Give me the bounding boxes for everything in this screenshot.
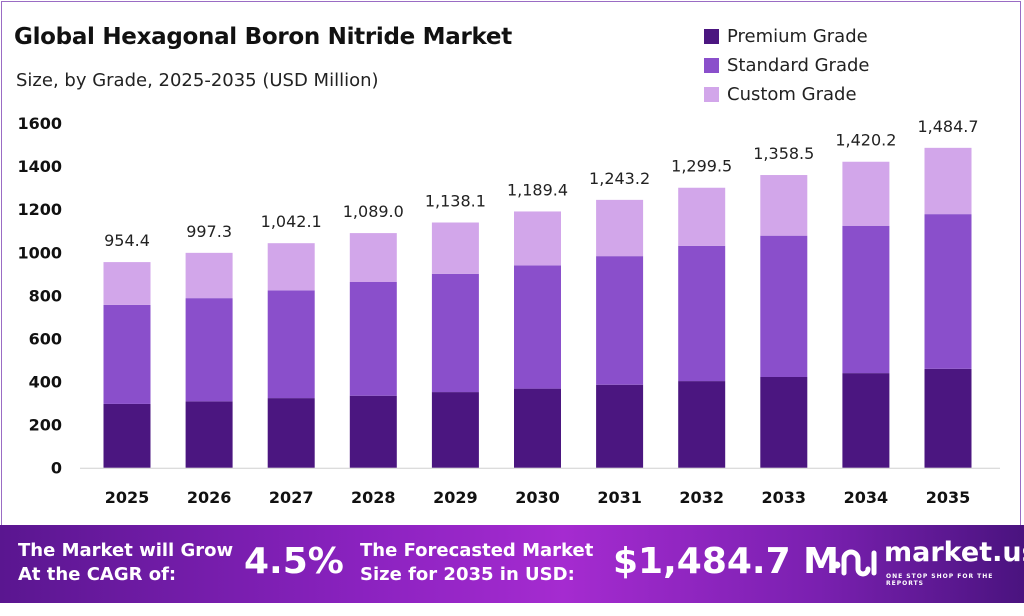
bar-segment-premium-grade: [103, 403, 151, 468]
bar-segment-premium-grade: [760, 377, 808, 468]
y-tick-label: 800: [29, 286, 62, 305]
data-label: 1,042.1: [261, 212, 322, 231]
x-tick-label: 2032: [679, 488, 724, 507]
x-tick-label: 2027: [269, 488, 314, 507]
forecast-value: $1,484.7 M: [613, 541, 840, 582]
bar-segment-premium-grade: [678, 381, 726, 468]
logo-text: market.us: [884, 537, 1024, 568]
data-label: 1,243.2: [589, 169, 650, 188]
bar-segment-standard-grade: [596, 256, 644, 385]
y-tick-label: 1000: [17, 243, 62, 262]
chart-title: Global Hexagonal Boron Nitride Market: [14, 24, 512, 50]
x-tick-label: 2026: [187, 488, 232, 507]
bar-segment-custom-grade: [514, 211, 561, 266]
data-label: 1,420.2: [835, 131, 896, 150]
summary-banner: The Market will Grow At the CAGR of: 4.5…: [0, 525, 1024, 603]
y-tick-label: 1600: [17, 114, 62, 133]
x-tick-label: 2034: [844, 488, 889, 507]
bar-segment-standard-grade: [514, 265, 561, 389]
chart-subtitle: Size, by Grade, 2025-2035 (USD Million): [16, 70, 379, 91]
y-tick-label: 200: [29, 416, 62, 435]
bar-segment-standard-grade: [349, 281, 397, 396]
bar-segment-custom-grade: [842, 161, 890, 226]
legend-item-standard: Standard Grade: [704, 51, 870, 80]
y-tick-label: 1400: [17, 157, 62, 176]
bar-segment-custom-grade: [103, 262, 151, 305]
x-tick-label: 2030: [515, 488, 560, 507]
bar-segment-premium-grade: [924, 368, 972, 468]
data-label: 1,358.5: [753, 144, 814, 163]
bar-segment-standard-grade: [267, 290, 315, 399]
x-tick-label: 2028: [351, 488, 396, 507]
legend-item-custom: Custom Grade: [704, 80, 870, 109]
data-label: 1,138.1: [425, 192, 486, 211]
bar-segment-standard-grade: [431, 273, 479, 393]
logo-tagline: ONE STOP SHOP FOR THE REPORTS: [886, 573, 994, 587]
bar-segment-standard-grade: [924, 214, 972, 369]
bar-segment-custom-grade: [678, 187, 726, 246]
legend-swatch: [704, 58, 719, 73]
bar-segment-custom-grade: [185, 252, 233, 299]
data-label: 997.3: [186, 222, 232, 241]
bar-segment-standard-grade: [842, 225, 890, 374]
legend-label: Standard Grade: [727, 55, 870, 76]
x-tick-label: 2033: [762, 488, 807, 507]
y-tick-label: 400: [29, 373, 62, 392]
legend-label: Premium Grade: [727, 26, 868, 47]
x-tick-label: 2031: [597, 488, 642, 507]
market-us-logo-icon: [833, 549, 877, 577]
bar-segment-custom-grade: [760, 175, 808, 236]
bar-segment-premium-grade: [349, 395, 397, 468]
bar-segment-custom-grade: [924, 147, 972, 215]
y-tick-label: 600: [29, 329, 62, 348]
bar-segment-custom-grade: [596, 199, 644, 257]
bar-segment-standard-grade: [760, 235, 808, 378]
bar-segment-standard-grade: [678, 245, 726, 382]
bar-segment-custom-grade: [431, 222, 479, 274]
bar-segment-premium-grade: [842, 373, 890, 468]
legend-item-premium: Premium Grade: [704, 22, 870, 51]
bar-segment-premium-grade: [514, 388, 561, 468]
legend-swatch: [704, 29, 719, 44]
legend-swatch: [704, 87, 719, 102]
bar-segment-custom-grade: [349, 233, 397, 282]
bar-segment-custom-grade: [267, 243, 315, 291]
legend-label: Custom Grade: [727, 84, 857, 105]
data-label: 1,089.0: [343, 202, 404, 221]
bar-segment-premium-grade: [267, 398, 315, 468]
legend: Premium Grade Standard Grade Custom Grad…: [704, 22, 870, 109]
data-label: 1,189.4: [507, 180, 568, 199]
bar-segment-premium-grade: [596, 384, 644, 468]
bar-chart: 0 200 400 600 800 1000 1200 1400 1600 954.4 2025 99…: [17, 114, 1000, 507]
bar-segment-standard-grade: [185, 298, 233, 402]
data-label: 954.4: [104, 231, 150, 250]
data-label: 1,484.7: [917, 117, 978, 136]
forecast-label: The Forecasted Market Size for 2035 in U…: [360, 540, 594, 585]
data-label: 1,299.5: [671, 157, 732, 176]
x-tick-label: 2029: [433, 488, 478, 507]
x-tick-label: 2025: [105, 488, 150, 507]
bar-segment-premium-grade: [185, 401, 233, 468]
cagr-value: 4.5%: [244, 541, 344, 582]
y-tick-label: 0: [51, 459, 62, 478]
y-tick-label: 1200: [17, 200, 62, 219]
x-tick-label: 2035: [926, 488, 971, 507]
bar-segment-standard-grade: [103, 304, 151, 404]
bar-segment-premium-grade: [431, 392, 479, 468]
cagr-label: The Market will Grow At the CAGR of:: [18, 540, 234, 585]
